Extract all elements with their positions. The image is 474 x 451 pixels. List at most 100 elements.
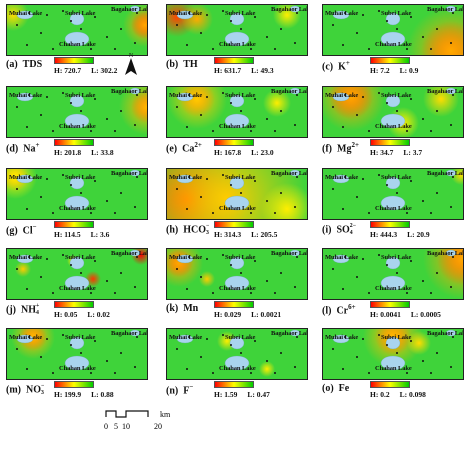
sample-point <box>344 94 346 96</box>
map-panel-f: Muhai Lake Subei Lake Bagahaor Lake Chahan … <box>322 86 464 158</box>
legend-high-value: H: 7.2 <box>370 66 390 75</box>
sample-point <box>296 12 298 14</box>
sample-point <box>362 96 364 98</box>
color-legend: H: 0.2 L: 0.098 <box>370 381 464 401</box>
sample-point <box>70 20 72 22</box>
lake-label-bagahaor: Bagahaor Lake <box>427 88 463 95</box>
sample-point <box>94 180 96 182</box>
sample-point <box>362 338 364 340</box>
chahan-lake-shape <box>224 113 250 129</box>
sample-point <box>134 206 136 208</box>
sample-point <box>46 96 48 98</box>
sample-point <box>254 16 256 18</box>
color-legend: H: 631.7 L: 49.3 <box>214 57 308 77</box>
lake-label-subei: Subei Lake <box>65 174 96 181</box>
legend-values: H: 444.3 L: 20.9 <box>370 230 430 239</box>
sample-point <box>296 336 298 338</box>
concentration-blob <box>167 249 203 287</box>
sample-point <box>106 118 108 120</box>
sample-point <box>114 130 116 132</box>
sample-point <box>26 44 28 46</box>
sample-point <box>40 196 42 198</box>
chahan-lake-shape <box>380 195 406 211</box>
sample-point <box>422 118 424 120</box>
map-area: Muhai Lake Subei Lake Bagahaor Lake Chahan … <box>6 4 148 56</box>
legend-gradient-bar <box>370 57 410 64</box>
legend-values: H: 1.59 L: 0.47 <box>214 390 270 399</box>
sample-point <box>386 20 388 22</box>
sample-point <box>46 14 48 16</box>
bagahaor-lake-shape <box>129 329 141 337</box>
scale-bar-line <box>105 410 149 418</box>
sample-point <box>212 212 214 214</box>
sample-point <box>134 286 136 288</box>
color-legend: H: 7.2 L: 0.9 <box>370 57 464 77</box>
sample-point <box>422 36 424 38</box>
sample-point <box>344 176 346 178</box>
sample-point <box>230 184 232 186</box>
sample-point <box>450 286 452 288</box>
lake-label-muhai: Muhai Lake <box>9 92 43 99</box>
panel-caption: (o) Fe <box>322 383 349 394</box>
sample-point <box>136 176 138 178</box>
sample-point <box>136 336 138 338</box>
sample-point <box>410 16 412 18</box>
legend-low-value: L: 0.9 <box>399 66 419 75</box>
parameter-name: Cl <box>22 225 33 237</box>
sample-point <box>356 276 358 278</box>
map-area: Muhai Lake Subei Lake Bagahaor Lake Chahan … <box>166 168 308 220</box>
sample-point <box>222 92 224 94</box>
chahan-lake-shape <box>380 31 406 47</box>
subei-lake-shape <box>229 256 245 270</box>
legend-high-value: H: 631.7 <box>214 66 242 75</box>
subei-lake-shape <box>229 94 245 108</box>
lake-label-bagahaor: Bagahaor Lake <box>427 250 463 257</box>
bagahaor-lake-shape <box>445 249 457 257</box>
legend-high-value: H: 167.8 <box>214 148 242 157</box>
map-panel-h: Muhai Lake Subei Lake Bagahaor Lake Chahan … <box>166 168 308 240</box>
color-legend: H: 314.3 L: 205.5 <box>214 221 308 241</box>
scale-tick-10: 10 <box>122 422 130 431</box>
lake-label-bagahaor: Bagahaor Lake <box>271 170 307 177</box>
sample-point <box>186 368 188 370</box>
sample-point <box>222 254 224 256</box>
legend-values: H: 631.7 L: 49.3 <box>214 66 274 75</box>
lake-label-bagahaor: Bagahaor Lake <box>427 170 463 177</box>
panel-letter: (d) <box>6 143 19 155</box>
parameter-name: TH <box>183 59 198 70</box>
sample-point <box>90 292 92 294</box>
sample-point <box>294 286 296 288</box>
map-panel-n: Muhai Lake Subei Lake Bagahaor Lake Chahan … <box>166 328 308 400</box>
sample-point <box>250 372 252 374</box>
sample-point <box>114 372 116 374</box>
panel-caption: (e) Ca2+ <box>166 141 202 155</box>
sample-point <box>120 110 122 112</box>
legend-gradient-bar <box>54 301 94 308</box>
sample-point <box>332 106 334 108</box>
lake-label-muhai: Muhai Lake <box>325 174 359 181</box>
panel-letter: (j) <box>6 304 16 316</box>
lake-label-bagahaor: Bagahaor Lake <box>271 330 307 337</box>
sample-point <box>134 366 136 368</box>
lake-label-subei: Subei Lake <box>225 254 256 261</box>
legend-high-value: H: 114.5 <box>54 230 81 239</box>
legend-values: H: 314.3 L: 205.5 <box>214 230 277 239</box>
map-area: Muhai Lake Subei Lake Bagahaor Lake Chahan … <box>322 248 464 300</box>
sample-point <box>430 292 432 294</box>
parameter-name: SO <box>336 224 350 236</box>
concentration-blob <box>199 271 215 287</box>
sample-point <box>176 348 178 350</box>
sample-point <box>436 352 438 354</box>
subei-lake-shape <box>385 176 401 190</box>
sample-point <box>386 344 388 346</box>
legend-low-value: L: 0.098 <box>399 390 426 399</box>
lake-label-chahan: Chahan Lake <box>59 41 96 48</box>
sample-point <box>436 28 438 30</box>
lake-label-muhai: Muhai Lake <box>9 254 43 261</box>
sample-point <box>212 292 214 294</box>
sample-point <box>120 352 122 354</box>
lake-label-bagahaor: Bagahaor Lake <box>111 170 147 177</box>
sample-point <box>28 256 30 258</box>
sample-point <box>342 126 344 128</box>
map-area: Muhai Lake Subei Lake Bagahaor Lake Chahan … <box>322 168 464 220</box>
